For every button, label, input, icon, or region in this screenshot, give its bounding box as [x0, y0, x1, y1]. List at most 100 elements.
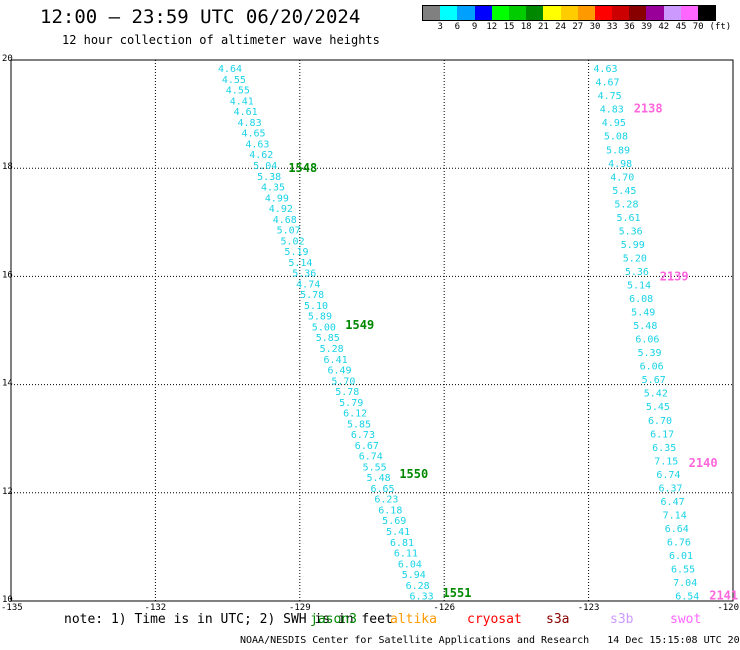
altimeter-tracks: 4.644.554.554.414.614.834.654.634.625.04… [218, 64, 738, 602]
wave-height-value: 5.14 [288, 258, 312, 269]
wave-height-value: 6.06 [640, 362, 664, 373]
wave-height-value: 5.89 [606, 145, 630, 156]
wave-height-value: 5.69 [382, 516, 406, 527]
wave-height-value: 4.62 [249, 150, 273, 161]
wave-height-value: 5.45 [612, 186, 636, 197]
wave-height-value: 5.28 [614, 199, 638, 210]
wave-height-value: 4.75 [598, 91, 622, 102]
legend-label: 21 [537, 22, 549, 32]
legend-swatch [680, 6, 698, 20]
legend-swatch [474, 6, 492, 20]
wave-height-value: 5.45 [646, 402, 670, 413]
wave-height-value: 4.98 [608, 159, 632, 170]
longitude-label: -126 [433, 603, 455, 610]
wave-height-value: 5.36 [625, 267, 649, 278]
legend-unit: (ft) [709, 22, 732, 32]
legend-swatch [698, 6, 716, 20]
legend-label: 18 [520, 22, 532, 32]
footnote: note: 1) Time is in UTC; 2) SWH is in fe… [64, 612, 393, 627]
wave-height-value: 4.55 [222, 75, 246, 86]
legend-swatch [560, 6, 578, 20]
wave-height-value: 5.28 [320, 344, 344, 355]
wave-height-value: 6.49 [327, 366, 351, 377]
wave-height-value: 6.65 [370, 484, 394, 495]
legend-label: 24 [555, 22, 567, 32]
satellite-s3a: s3a [546, 612, 570, 627]
legend-swatch [526, 6, 544, 20]
satellite-altika: altika [390, 612, 437, 627]
wave-height-value: 6.35 [652, 443, 676, 454]
map-grid [11, 60, 733, 601]
wave-height-value: 5.42 [644, 389, 668, 400]
latitude-label: 16 [2, 270, 13, 280]
wave-height-value: 6.08 [629, 294, 653, 305]
wave-height-value: 5.89 [308, 312, 332, 323]
latitude-label: 20 [2, 54, 13, 64]
legend-label: 70 [692, 22, 704, 32]
legend-label: 30 [589, 22, 601, 32]
legend-labels: 3 6 9 12 15 18 21 24 27 30 33 36 39 42 45 70 (ft) [422, 21, 731, 33]
satellite-s3b: s3b [610, 612, 634, 627]
longitude-label: -123 [578, 603, 600, 610]
wave-height-value: 4.63 [245, 139, 269, 150]
longitude-label: -135 [1, 603, 23, 610]
legend-label: 42 [658, 22, 670, 32]
wave-height-value: 6.18 [378, 505, 402, 516]
longitude-label: -120 [717, 603, 739, 610]
legend-swatch [440, 6, 458, 20]
wave-height-value: 6.47 [661, 497, 685, 508]
legend-label: 6 [454, 22, 461, 32]
legend-label: 27 [572, 22, 584, 32]
wave-height-value: 6.67 [355, 441, 379, 452]
wave-height-map: 20 18 16 14 12 10 -135 -132 -129 -126 -123 -120 4.… [1, 54, 739, 610]
legend-label: 9 [471, 22, 478, 32]
wave-height-value: 5.85 [316, 333, 340, 344]
legend-color-bar [422, 5, 717, 21]
wave-height-value: 5.10 [304, 301, 328, 312]
wave-height-value: 6.70 [648, 416, 672, 427]
map-frame [10, 59, 734, 602]
legend-swatch [423, 6, 441, 20]
legend-swatch [646, 6, 664, 20]
wave-height-value: 4.65 [241, 129, 265, 140]
wave-height-value: 5.78 [300, 290, 324, 301]
pass-number: 2141 [709, 589, 738, 603]
wave-height-value: 6.54 [675, 592, 699, 603]
legend-swatch [594, 6, 613, 20]
legend-swatch [629, 6, 647, 20]
wave-height-value: 7.15 [654, 456, 678, 467]
wave-height-value: 5.19 [284, 247, 308, 258]
wave-height-value: 4.67 [596, 78, 620, 89]
wave-height-value: 7.14 [663, 510, 687, 521]
wave-height-value: 6.74 [359, 452, 383, 463]
wave-height-value: 4.68 [273, 215, 297, 226]
wave-height-value: 4.95 [602, 118, 626, 129]
wave-height-value: 5.67 [642, 375, 666, 386]
wave-height-value: 6.04 [398, 559, 422, 570]
wave-height-value: 5.20 [623, 253, 647, 264]
wave-height-value: 5.48 [633, 321, 657, 332]
wave-height-value: 6.37 [658, 483, 682, 494]
wave-height-value: 6.17 [650, 429, 674, 440]
wave-height-value: 5.04 [253, 161, 277, 172]
wave-height-value: 5.07 [277, 226, 301, 237]
legend-label: 36 [623, 22, 635, 32]
wave-height-value: 7.04 [673, 578, 697, 589]
legend-label: 33 [606, 22, 618, 32]
latitude-label: 18 [2, 162, 13, 172]
legend-swatch [491, 6, 509, 20]
legend-swatch [612, 6, 630, 20]
wave-height-value: 5.14 [627, 281, 651, 292]
wave-height-value: 5.36 [292, 269, 316, 280]
altimeter-track: 4.644.554.554.414.614.834.654.634.625.04… [218, 64, 471, 602]
pass-number: 2140 [689, 456, 718, 470]
satellite-cryosat: cryosat [467, 612, 522, 627]
wave-height-value: 5.00 [312, 322, 336, 333]
longitude-labels: -135 -132 -129 -126 -123 -120 [1, 603, 739, 610]
legend-swatch [508, 6, 527, 20]
pass-number: 1550 [399, 467, 428, 481]
wave-height-value: 4.41 [230, 96, 254, 107]
pass-number: 2139 [660, 269, 689, 283]
legend-label: 15 [503, 22, 515, 32]
wave-height-value: 4.83 [238, 118, 262, 129]
